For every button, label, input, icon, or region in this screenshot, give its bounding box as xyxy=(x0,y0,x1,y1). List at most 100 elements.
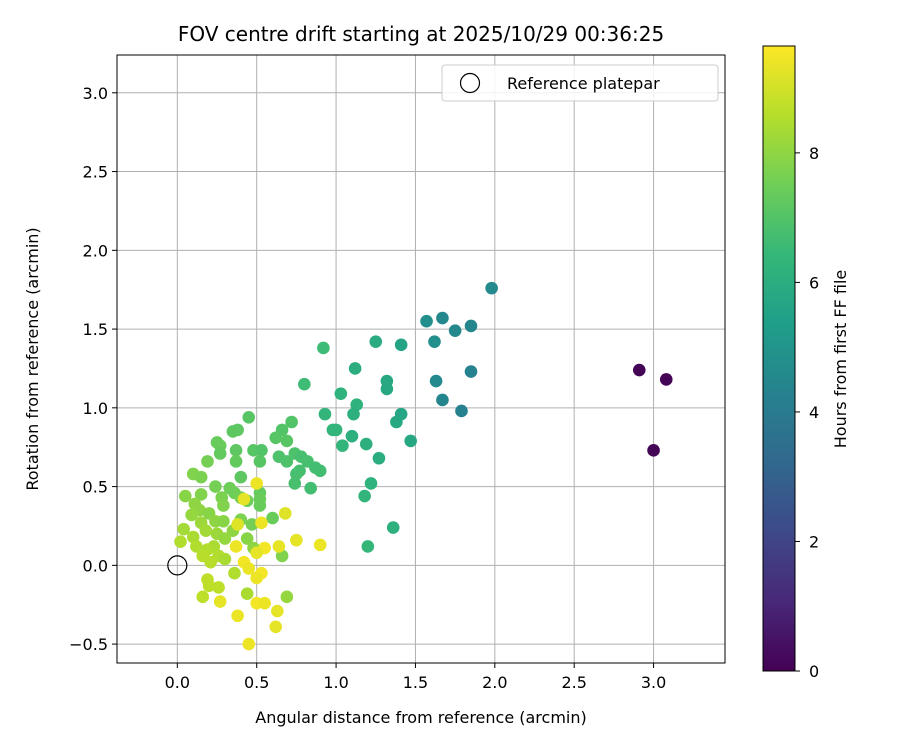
scatter-point xyxy=(194,470,208,484)
y-tick-label: 3.0 xyxy=(83,84,108,103)
scatter-point xyxy=(204,555,217,569)
scatter-point xyxy=(278,507,292,520)
x-axis-label: Angular distance from reference (arcmin) xyxy=(255,708,586,727)
scatter-point xyxy=(464,319,478,333)
scatter-point xyxy=(242,410,256,424)
scatter-point xyxy=(448,324,462,337)
scatter-point xyxy=(304,481,317,495)
scatter-point xyxy=(213,595,227,608)
scatter-point xyxy=(350,398,364,411)
scatter-point xyxy=(334,387,348,400)
scatter-point xyxy=(250,546,263,560)
x-tick-label: 1.0 xyxy=(323,673,348,692)
scatter-point xyxy=(229,444,243,457)
scatter-point xyxy=(659,373,673,386)
legend: Reference platepar xyxy=(441,64,719,102)
colorbar-gradient xyxy=(762,45,796,672)
scatter-point xyxy=(290,467,303,481)
scatter-point xyxy=(390,415,403,429)
scatter-point xyxy=(194,488,208,501)
scatter-point xyxy=(380,382,394,396)
scatter-point xyxy=(347,407,360,421)
x-axis-ticks: 0.0 0.5 1.0 1.5 2.0 2.5 3.0 xyxy=(165,663,666,692)
scatter-point xyxy=(213,447,227,460)
scatter-point xyxy=(237,492,251,506)
scatter-point xyxy=(290,533,303,547)
scatter-point xyxy=(178,489,192,503)
x-tick-label: 0.0 xyxy=(165,673,190,692)
scatter-point xyxy=(253,455,267,468)
scatter-point xyxy=(212,581,225,594)
colorbar: 0 2 4 6 8 Hours from first FF file xyxy=(762,45,850,681)
scatter-point xyxy=(229,455,243,468)
scatter-point xyxy=(217,514,230,528)
scatter-point xyxy=(190,540,203,553)
scatter-point xyxy=(369,335,383,348)
scatter-point xyxy=(245,518,259,531)
scatter-point xyxy=(186,530,200,544)
scatter-point xyxy=(288,477,302,490)
scatter-point xyxy=(218,552,232,566)
reference-platepar-point xyxy=(167,555,188,576)
scatter-point xyxy=(404,434,417,448)
scatter-point xyxy=(174,535,187,549)
scatter-point xyxy=(240,587,254,600)
scatter-point xyxy=(436,393,449,407)
scatter-point xyxy=(199,524,213,537)
scatter-point xyxy=(280,590,294,604)
colorbar-tick-label: 2 xyxy=(809,532,819,551)
scatter-point xyxy=(386,521,400,534)
scatter-point xyxy=(298,377,311,391)
scatter-point xyxy=(240,532,254,545)
scatter-point xyxy=(329,423,343,437)
scatter-point xyxy=(266,511,279,525)
legend-marker-icon xyxy=(459,72,481,94)
scatter-point xyxy=(359,437,373,451)
x-tick-label: 3.0 xyxy=(641,673,666,692)
y-tick-label: 0.5 xyxy=(83,478,108,497)
scatter-point xyxy=(253,499,267,512)
scatter-point xyxy=(485,281,498,295)
y-tick-label: 0.0 xyxy=(83,556,108,575)
scatter-point xyxy=(271,604,284,618)
scatter-point xyxy=(372,451,386,465)
scatter-point xyxy=(185,508,198,522)
reference-marker xyxy=(167,555,188,576)
y-axis-label: Rotation from reference (arcmin) xyxy=(23,227,42,490)
legend-box xyxy=(441,64,719,102)
scatter-point xyxy=(318,407,332,421)
scatter-point xyxy=(177,522,190,536)
scatter-point xyxy=(394,338,408,352)
scatter-point xyxy=(429,374,443,388)
scatter-point xyxy=(361,540,375,553)
data-points xyxy=(174,281,673,651)
grid-lines xyxy=(117,55,725,663)
scatter-point xyxy=(269,620,283,634)
scatter-point xyxy=(201,455,214,468)
scatter-point xyxy=(258,596,271,610)
scatter-point xyxy=(364,477,378,490)
chart-title: FOV centre drift starting at 2025/10/29 … xyxy=(178,22,664,46)
scatter-point xyxy=(217,499,230,512)
scatter-point xyxy=(317,341,330,355)
scatter-point xyxy=(255,516,268,530)
scatter-point xyxy=(202,579,216,593)
scatter-point xyxy=(280,434,294,448)
scatter-point xyxy=(228,566,241,580)
y-tick-label: 1.5 xyxy=(83,320,108,339)
scatter-point xyxy=(455,404,468,418)
scatter-point xyxy=(250,571,263,585)
scatter-point xyxy=(242,637,256,651)
x-tick-label: 2.0 xyxy=(482,673,507,692)
colorbar-tick-label: 6 xyxy=(809,273,819,292)
y-tick-label: 2.5 xyxy=(83,163,108,182)
scatter-point xyxy=(196,590,210,604)
colorbar-tick-label: 0 xyxy=(809,662,819,681)
scatter-point xyxy=(420,314,433,328)
y-axis-ticks: −0.5 0.0 0.5 1.0 1.5 2.0 2.5 3.0 xyxy=(69,84,117,654)
colorbar-ticks: 0 2 4 6 8 xyxy=(795,144,819,681)
scatter-point xyxy=(345,429,359,443)
scatter-point xyxy=(632,363,646,377)
scatter-point xyxy=(280,455,294,468)
